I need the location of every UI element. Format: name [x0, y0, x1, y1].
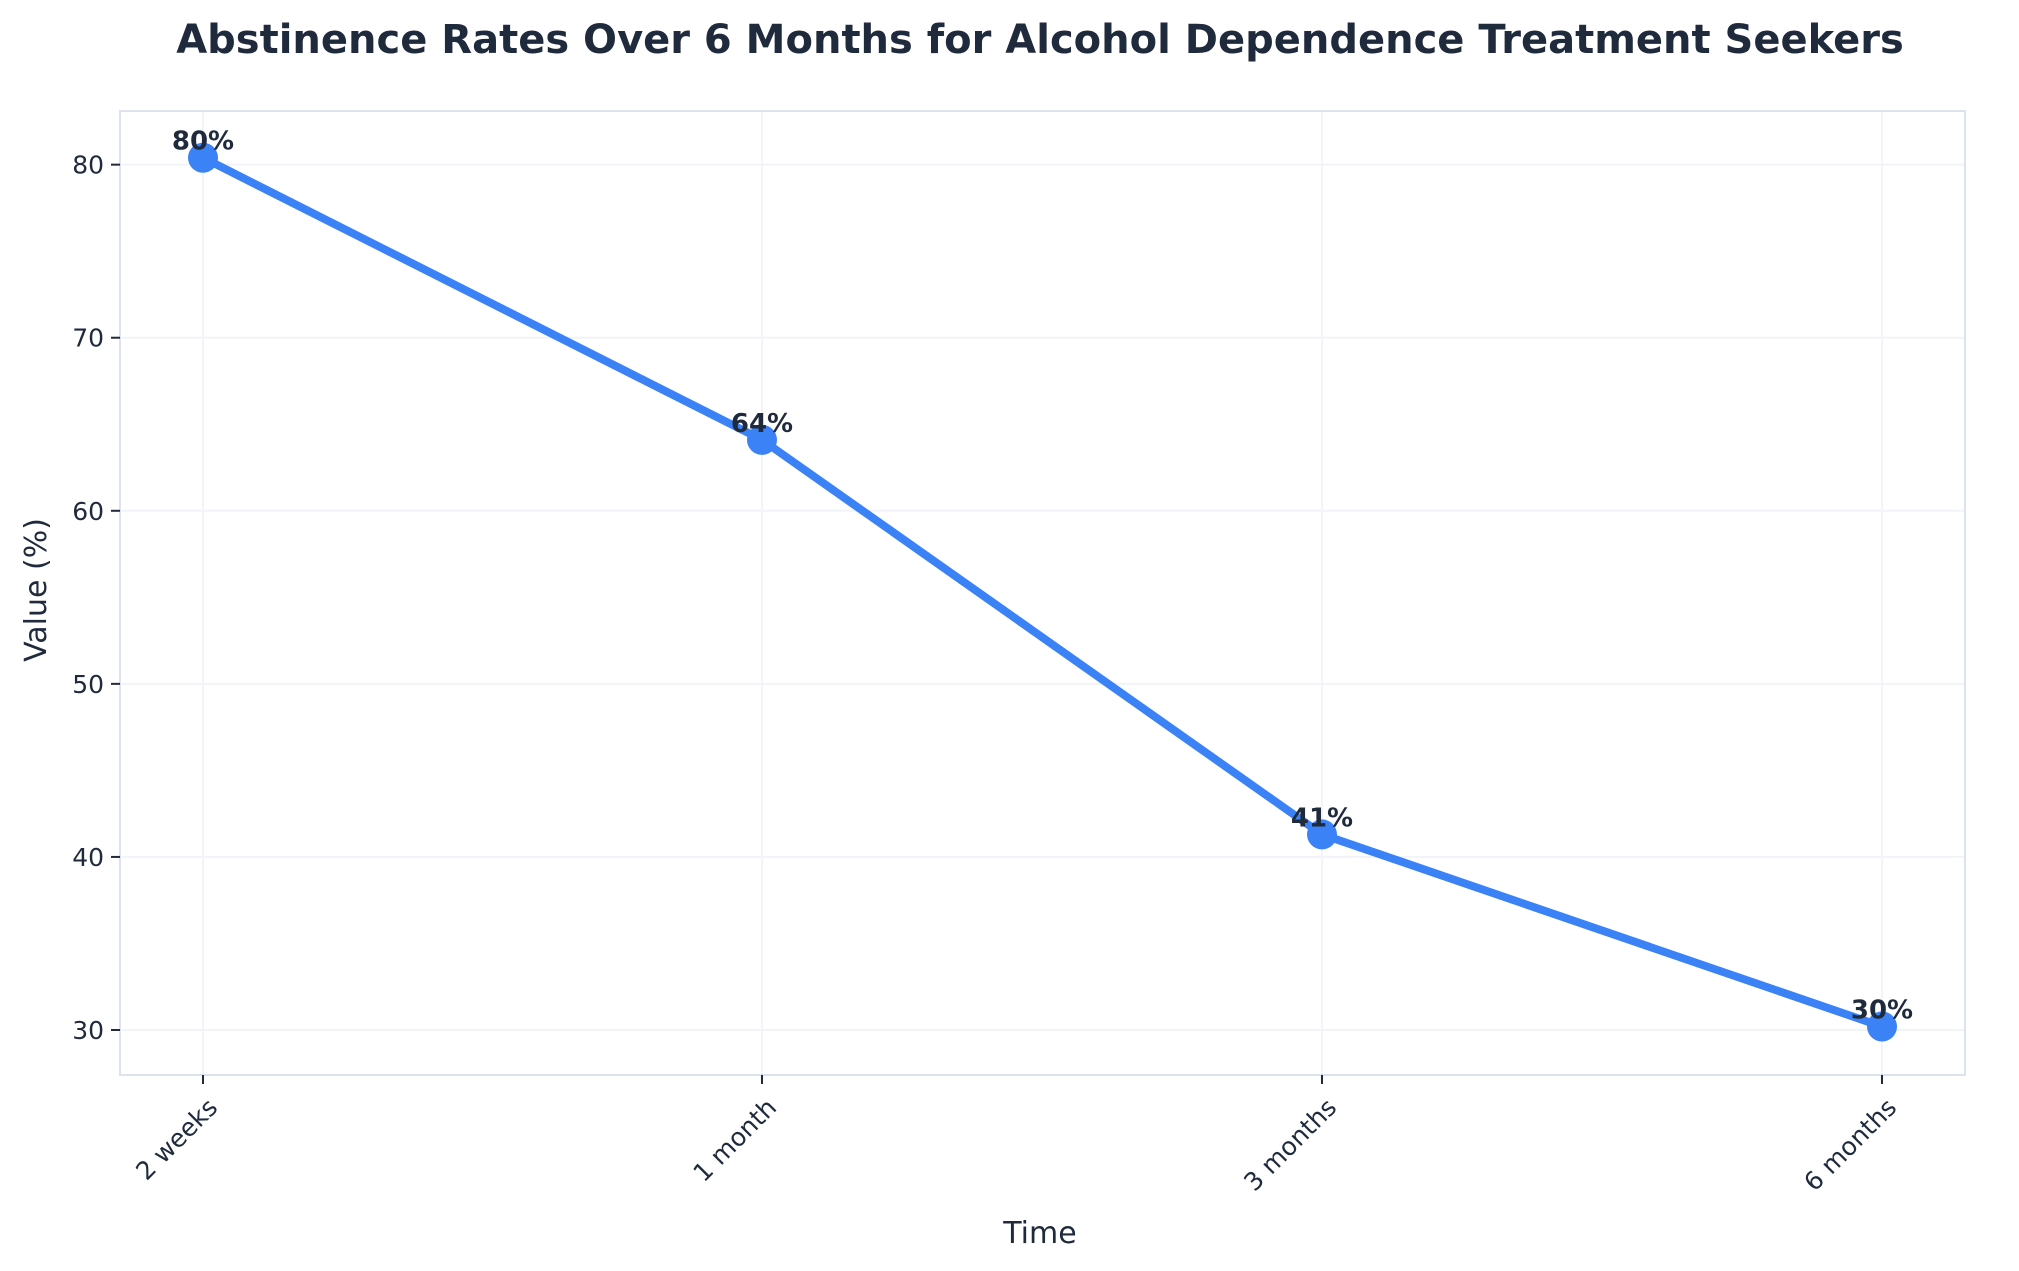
y-tick-label: 30: [72, 1016, 104, 1045]
data-labels: 80% 64% 41% 30%: [172, 127, 1913, 1026]
series-line: [199, 153, 1886, 1031]
axis-ticks: 30 40 50 60 70 80 2 weeks 1 month 3 months 6 mont…: [72, 151, 1902, 1197]
gridlines: [120, 111, 1965, 1075]
x-tick-label: 1 month: [687, 1093, 782, 1188]
x-tick-label: 2 weeks: [130, 1093, 223, 1186]
x-axis-label: Time: [1002, 1216, 1076, 1251]
data-label: 80%: [172, 127, 234, 157]
y-tick-label: 80: [72, 151, 104, 180]
y-tick-label: 50: [72, 670, 104, 699]
series-group: [188, 142, 1897, 1042]
chart-title: Abstinence Rates Over 6 Months for Alcoh…: [176, 17, 1904, 63]
x-tick-label: 6 months: [1798, 1093, 1902, 1197]
data-point: [1307, 819, 1337, 850]
x-tick-label: 3 months: [1238, 1093, 1342, 1197]
data-label: 41%: [1291, 803, 1353, 833]
data-label: 64%: [731, 409, 793, 439]
data-label: 30%: [1851, 996, 1913, 1026]
y-tick-label: 40: [72, 843, 104, 872]
data-point: [188, 142, 218, 173]
y-tick-label: 60: [72, 497, 104, 526]
y-tick-label: 70: [72, 324, 104, 353]
data-point: [1867, 1011, 1897, 1042]
data-point: [747, 424, 777, 455]
y-axis-label: Value (%): [19, 518, 54, 662]
plot-frame: [119, 110, 1966, 1076]
